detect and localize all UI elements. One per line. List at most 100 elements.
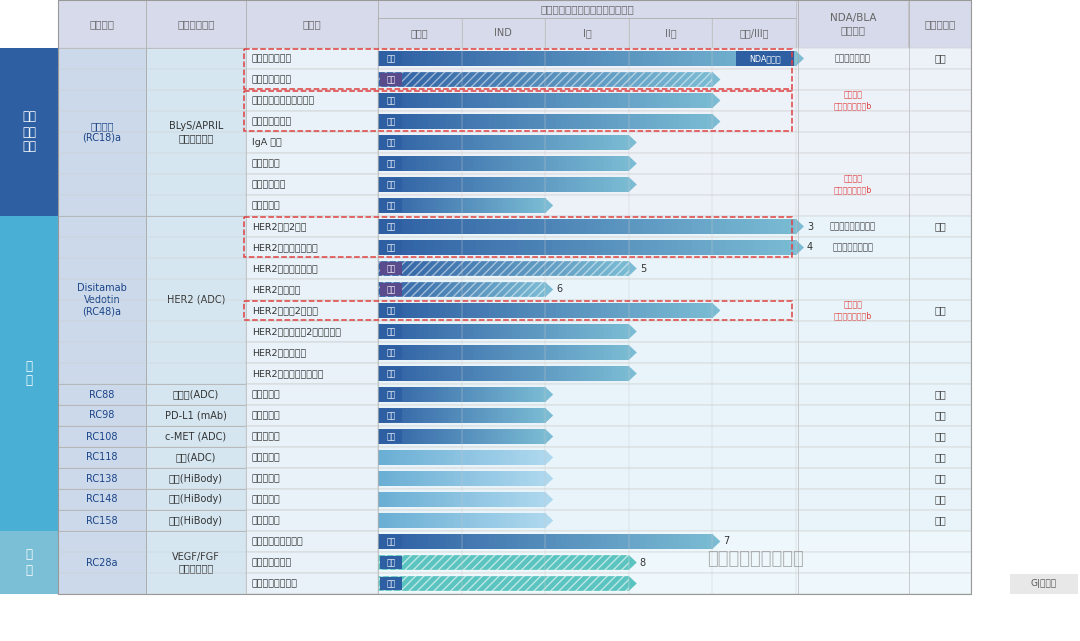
- Bar: [590, 114, 596, 129]
- Bar: [413, 240, 420, 255]
- Bar: [417, 534, 423, 549]
- Bar: [545, 177, 550, 192]
- Bar: [499, 324, 504, 339]
- Bar: [608, 156, 612, 171]
- Bar: [594, 240, 602, 255]
- Bar: [436, 429, 440, 444]
- Bar: [58, 48, 146, 216]
- Bar: [696, 72, 702, 87]
- Bar: [431, 198, 434, 213]
- Bar: [450, 93, 457, 108]
- Bar: [590, 534, 596, 549]
- Bar: [662, 114, 669, 129]
- Bar: [512, 513, 515, 528]
- Bar: [417, 492, 420, 507]
- Bar: [415, 450, 418, 465]
- Bar: [380, 556, 402, 569]
- Bar: [246, 384, 378, 405]
- Bar: [424, 324, 429, 339]
- Bar: [381, 198, 384, 213]
- Bar: [612, 534, 618, 549]
- Bar: [591, 177, 596, 192]
- Bar: [608, 324, 612, 339]
- Text: Disitamab
Vedotin
(RC48)a: Disitamab Vedotin (RC48)a: [77, 283, 127, 317]
- Bar: [445, 324, 449, 339]
- Bar: [550, 324, 554, 339]
- Bar: [667, 303, 674, 318]
- Bar: [679, 534, 685, 549]
- Bar: [768, 219, 775, 234]
- Bar: [507, 534, 512, 549]
- Bar: [570, 345, 575, 360]
- Bar: [583, 156, 588, 171]
- Bar: [478, 387, 482, 402]
- Text: 中國: 中國: [387, 432, 395, 441]
- Bar: [474, 366, 478, 381]
- Bar: [378, 261, 382, 276]
- Bar: [381, 387, 384, 402]
- Bar: [422, 408, 426, 423]
- Bar: [562, 534, 568, 549]
- Bar: [501, 387, 504, 402]
- Bar: [450, 471, 454, 486]
- Bar: [674, 72, 679, 87]
- Bar: [378, 114, 384, 129]
- Bar: [436, 471, 440, 486]
- Bar: [501, 198, 504, 213]
- Bar: [378, 513, 381, 528]
- Bar: [483, 51, 490, 66]
- Bar: [387, 429, 390, 444]
- Bar: [489, 93, 496, 108]
- Bar: [492, 450, 496, 465]
- Bar: [406, 387, 409, 402]
- Bar: [436, 156, 442, 171]
- Bar: [392, 471, 395, 486]
- Bar: [503, 198, 507, 213]
- Bar: [556, 114, 563, 129]
- Bar: [719, 51, 727, 66]
- Bar: [403, 429, 406, 444]
- Bar: [440, 303, 445, 318]
- Bar: [456, 93, 462, 108]
- Bar: [523, 408, 526, 423]
- Bar: [465, 366, 471, 381]
- Bar: [478, 261, 483, 276]
- Bar: [612, 72, 618, 87]
- Bar: [58, 0, 971, 48]
- Bar: [461, 177, 467, 192]
- Bar: [629, 114, 635, 129]
- Polygon shape: [629, 345, 637, 360]
- Bar: [401, 303, 406, 318]
- Bar: [550, 177, 554, 192]
- Bar: [454, 429, 457, 444]
- Bar: [394, 156, 400, 171]
- Bar: [550, 135, 554, 150]
- Bar: [634, 72, 640, 87]
- Bar: [501, 282, 504, 297]
- Bar: [381, 471, 384, 486]
- Bar: [474, 156, 478, 171]
- Bar: [498, 387, 501, 402]
- Bar: [528, 324, 534, 339]
- Bar: [551, 114, 557, 129]
- Bar: [389, 492, 392, 507]
- Bar: [408, 282, 411, 297]
- Bar: [509, 408, 512, 423]
- Bar: [690, 114, 697, 129]
- Bar: [411, 114, 418, 129]
- Bar: [727, 51, 733, 66]
- Bar: [484, 471, 487, 486]
- Bar: [456, 72, 462, 87]
- Bar: [534, 303, 540, 318]
- Bar: [406, 429, 409, 444]
- Bar: [701, 303, 707, 318]
- Bar: [604, 366, 608, 381]
- Bar: [607, 114, 612, 129]
- Bar: [378, 324, 382, 339]
- Bar: [442, 408, 445, 423]
- Bar: [389, 282, 392, 297]
- Bar: [436, 408, 440, 423]
- Bar: [431, 492, 434, 507]
- Bar: [442, 492, 445, 507]
- Bar: [620, 135, 625, 150]
